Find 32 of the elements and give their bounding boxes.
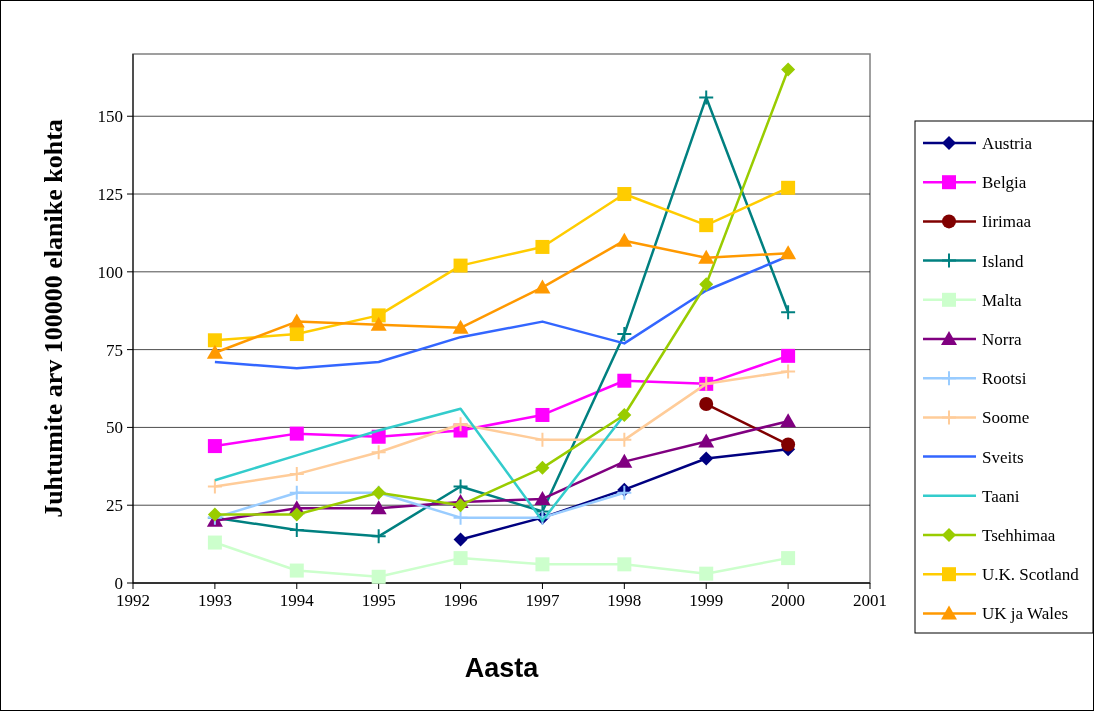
- legend-label: Malta: [982, 290, 1023, 310]
- x-axis-title: Aasta: [464, 653, 540, 683]
- x-tick-label: 2001: [853, 591, 887, 610]
- legend-label: Iirimaa: [982, 212, 1032, 232]
- y-tick-label: 150: [97, 107, 123, 127]
- y-tick-label: 75: [106, 340, 123, 360]
- x-tick-label: 1997: [525, 591, 560, 610]
- y-axis-title: Juhtumite arv 100000 elanike kohta: [39, 119, 68, 518]
- x-tick-label: 1994: [279, 591, 315, 610]
- x-tick-label: 2000: [771, 591, 806, 610]
- x-tick-label: 1999: [689, 591, 724, 610]
- y-tick-label: 50: [106, 418, 123, 438]
- y-tick-label: 0: [114, 574, 123, 593]
- legend-label: Sveits: [982, 447, 1024, 467]
- y-tick-label: 25: [106, 496, 123, 516]
- legend-label: Soome: [982, 408, 1030, 428]
- x-tick-label: 1998: [607, 591, 642, 610]
- legend-label: U.K. Scotland: [982, 565, 1080, 585]
- x-tick-label: 1993: [197, 591, 232, 610]
- x-tick-label: 1995: [361, 591, 396, 610]
- legend-label: Tsehhimaa: [982, 526, 1056, 545]
- legend-label: Norra: [982, 330, 1023, 349]
- x-tick-label: 1996: [443, 591, 478, 610]
- legend-label: Austria: [982, 134, 1033, 153]
- legend-label: UK ja Wales: [982, 604, 1069, 624]
- y-tick-label: 100: [97, 262, 123, 282]
- legend-label: Island: [982, 251, 1025, 271]
- legend-label: Rootsi: [982, 369, 1027, 389]
- x-tick-label: 1992: [116, 591, 150, 610]
- legend-label: Belgia: [982, 173, 1027, 193]
- y-tick-label: 125: [97, 185, 123, 205]
- legend-label: Taani: [982, 486, 1020, 506]
